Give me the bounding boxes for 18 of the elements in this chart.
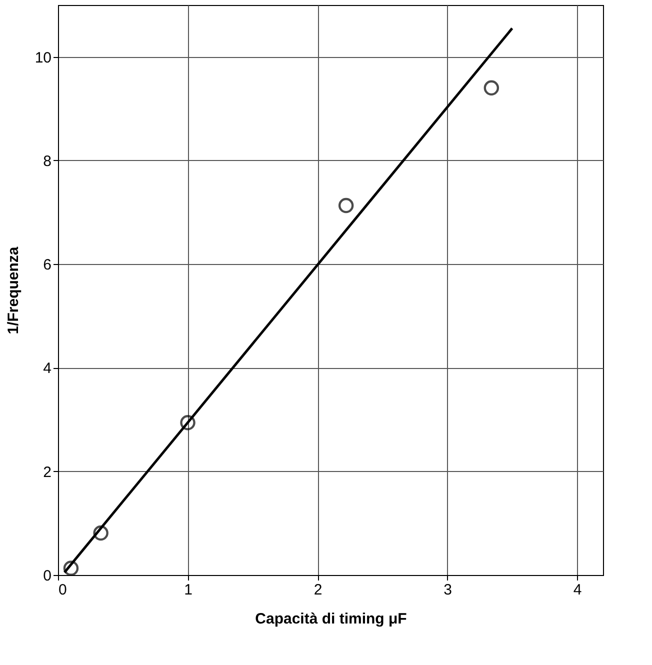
y-axis-title: 1/Frequenza (4, 246, 22, 334)
y-tick-label: 6 (43, 256, 52, 274)
y-tick-label: 8 (43, 152, 52, 170)
x-tick-label: 3 (444, 582, 452, 598)
y-tick-label: 2 (43, 464, 52, 481)
y-tick-label: 0 (43, 568, 52, 584)
point (63, 560, 79, 576)
point (180, 415, 196, 430)
x-tick-label: 4 (573, 582, 582, 598)
x-axis-title: Capacità di timing μF (255, 610, 407, 628)
point (93, 525, 108, 541)
point (338, 198, 354, 214)
x-tick-label: 1 (184, 582, 192, 598)
x-tick-label: 2 (314, 582, 322, 598)
y-tick-label: 10 (34, 49, 52, 66)
y-tick-label: 4 (43, 360, 52, 378)
point (484, 80, 500, 96)
x-tick-label: 0 (58, 582, 67, 598)
